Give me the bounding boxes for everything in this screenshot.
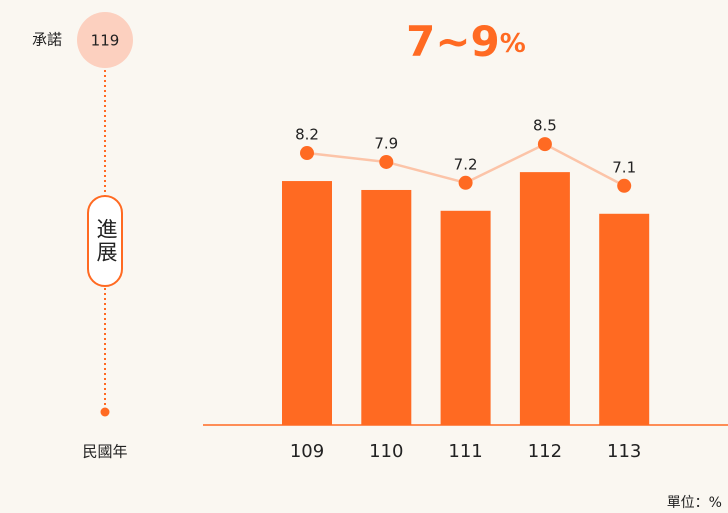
- unit-note: 單位：%: [667, 495, 722, 511]
- bar: [361, 189, 412, 425]
- target-unit: %: [500, 29, 526, 59]
- progress-label: 進展: [94, 218, 118, 264]
- point: [300, 146, 314, 161]
- data-label: 7.1: [612, 158, 636, 176]
- commitment-circle: [77, 12, 133, 68]
- bar: [440, 210, 491, 425]
- x-tick-label: 109: [290, 441, 324, 462]
- data-label: 8.5: [533, 117, 557, 135]
- bar: [519, 172, 570, 425]
- x-tick-label: 112: [528, 441, 562, 462]
- point: [379, 154, 394, 169]
- data-label: 7.2: [454, 155, 478, 173]
- commitment-year: 119: [91, 32, 120, 50]
- x-tick-label: 110: [369, 441, 403, 462]
- axis-label: 民國年: [82, 443, 127, 461]
- x-tick-label: 113: [607, 441, 641, 462]
- data-label: 7.9: [374, 134, 398, 152]
- point: [537, 137, 552, 152]
- progress-pill: [87, 195, 123, 287]
- data-label: 8.2: [295, 126, 319, 144]
- timeline-dot: [100, 407, 110, 417]
- x-tick-label: 111: [448, 441, 482, 462]
- point: [617, 178, 632, 193]
- target: 7~9%: [406, 17, 526, 66]
- target-value: 7~9: [406, 17, 500, 66]
- bar: [282, 181, 332, 425]
- commitment-label: 承諾: [32, 31, 62, 49]
- point: [458, 175, 473, 190]
- bar: [599, 213, 650, 425]
